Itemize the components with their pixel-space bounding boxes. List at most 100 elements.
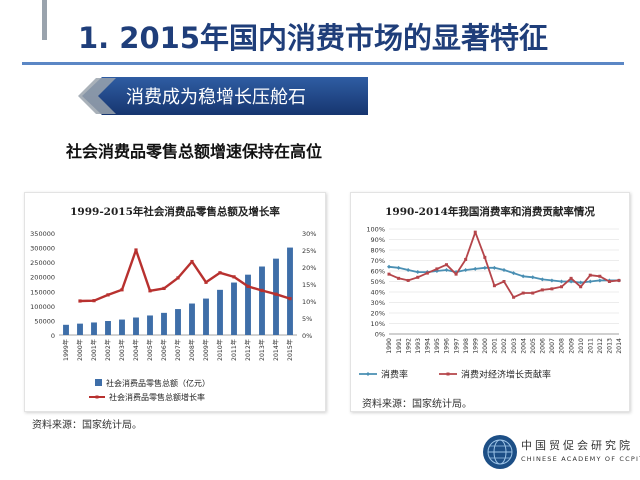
series-point-2	[435, 267, 439, 271]
x-tick-label: 1998	[463, 338, 470, 354]
y-right-tick-label: 0%	[302, 332, 312, 340]
legend-marker-1	[366, 372, 370, 376]
series-point-2	[406, 278, 410, 282]
series-point-1	[559, 279, 564, 284]
bar	[273, 258, 279, 335]
x-tick-label: 2001年	[90, 339, 98, 361]
x-tick-label: 2004年	[132, 339, 140, 361]
y-right-tick-label: 30%	[302, 230, 316, 238]
series-point-2	[502, 280, 506, 283]
series-point-1	[502, 267, 506, 272]
series-line-2	[388, 231, 620, 299]
growth-rate-point	[232, 275, 236, 279]
y-left-tick-label: 50000	[34, 317, 55, 325]
series-point-2	[483, 255, 487, 259]
x-tick-label: 1995	[434, 338, 441, 354]
y-left-tick-label: 150000	[30, 288, 55, 296]
y-tick-label: 50%	[371, 278, 385, 286]
growth-rate-point	[246, 284, 250, 288]
bar	[77, 323, 83, 335]
bar	[63, 324, 69, 335]
globe-emblem-icon	[483, 435, 517, 469]
series-point-1	[511, 271, 516, 276]
x-tick-label: 2013	[607, 338, 614, 354]
series-point-2	[454, 272, 458, 276]
y-right-tick-label: 15%	[302, 281, 316, 289]
growth-rate-point	[148, 289, 152, 293]
x-tick-label: 2008	[559, 338, 566, 354]
series-point-1	[588, 279, 593, 284]
bar	[91, 322, 97, 335]
series-point-2	[425, 271, 429, 275]
series-point-2	[569, 276, 573, 280]
y-tick-label: 90%	[371, 236, 385, 244]
legend-label-bar: 社会消费品零售总额（亿元）	[106, 378, 210, 388]
series-point-1	[473, 266, 478, 271]
x-tick-label: 2012年	[244, 339, 252, 361]
x-tick-label: 2010	[578, 338, 585, 354]
x-tick-label: 2009年	[202, 339, 210, 361]
series-point-2	[588, 273, 592, 277]
series-point-2	[464, 257, 468, 261]
chart-title: 1990-2014年我国消费率和消费贡献率情况	[385, 205, 595, 218]
growth-rate-point	[120, 288, 124, 292]
bar	[245, 274, 251, 335]
x-tick-label: 1999年	[62, 339, 70, 361]
y-tick-label: 100%	[366, 226, 385, 234]
chart-consumption-rate: 1990-2014年我国消费率和消费贡献率情况 0% 10% 20% 30% 40% 50%…	[350, 192, 630, 412]
growth-rate-point	[162, 286, 166, 291]
y-tick-label: 0%	[375, 331, 385, 339]
series-point-1	[549, 278, 554, 283]
logo-english-name: CHINESE ACADEMY OF CCPIT	[521, 455, 640, 463]
series-point-2	[512, 295, 516, 299]
y-right-tick-label: 5%	[302, 315, 312, 323]
bar	[231, 282, 237, 335]
series-point-2	[492, 284, 496, 288]
x-tick-label: 2003年	[118, 339, 126, 361]
y-right-tick-label: 10%	[302, 298, 316, 306]
x-tick-label: 2005	[530, 338, 537, 354]
x-tick-label: 2006年	[160, 339, 168, 361]
series-point-1	[415, 270, 420, 275]
growth-rate-point	[218, 271, 222, 275]
x-tick-label: 2011	[587, 338, 594, 354]
series-point-1	[396, 265, 401, 270]
section-subtitle: 社会消费品零售总额增速保持在高位	[66, 142, 323, 161]
chart-retail-sales: 1999-2015年社会消费品零售总额及增长率 0 50000 100000 15000…	[24, 192, 326, 412]
y-left-tick-label: 200000	[30, 274, 55, 282]
source-note-right: 资料来源：国家统计局。	[362, 399, 472, 410]
series-point-1	[492, 265, 497, 270]
y-tick-label: 10%	[371, 320, 385, 328]
growth-rate-point	[204, 280, 208, 284]
y-tick-label: 80%	[371, 247, 385, 255]
series-point-1	[597, 278, 602, 283]
legend-marker-2	[446, 372, 450, 376]
x-tick-label: 2010年	[216, 339, 224, 361]
growth-rate-point	[92, 299, 96, 303]
bar	[119, 319, 125, 335]
series-point-2	[617, 278, 621, 282]
x-tick-label: 2007	[549, 338, 556, 354]
growth-rate-point	[106, 293, 110, 297]
series-point-2	[531, 291, 535, 295]
legend-label-2: 消费对经济增长贡献率	[461, 369, 551, 381]
bar	[287, 247, 293, 335]
bar	[133, 317, 139, 335]
y-tick-label: 40%	[371, 289, 385, 297]
source-note-left: 资料来源：国家统计局。	[32, 420, 142, 431]
y-left-tick-label: 0	[51, 332, 55, 340]
bar	[259, 266, 265, 335]
bar	[147, 315, 153, 335]
x-tick-label: 1991	[396, 338, 403, 354]
series-point-2	[416, 275, 420, 279]
growth-rate-point	[190, 259, 194, 264]
growth-rate-point	[176, 276, 180, 280]
x-tick-label: 2002年	[104, 339, 112, 361]
growth-rate-point	[134, 248, 138, 252]
x-tick-label: 2003	[511, 338, 518, 354]
x-tick-label: 1993	[415, 338, 422, 354]
series-point-1	[463, 267, 468, 272]
legend-swatch-marker	[95, 395, 99, 399]
growth-rate-line	[79, 248, 291, 303]
series-point-1	[521, 274, 526, 279]
